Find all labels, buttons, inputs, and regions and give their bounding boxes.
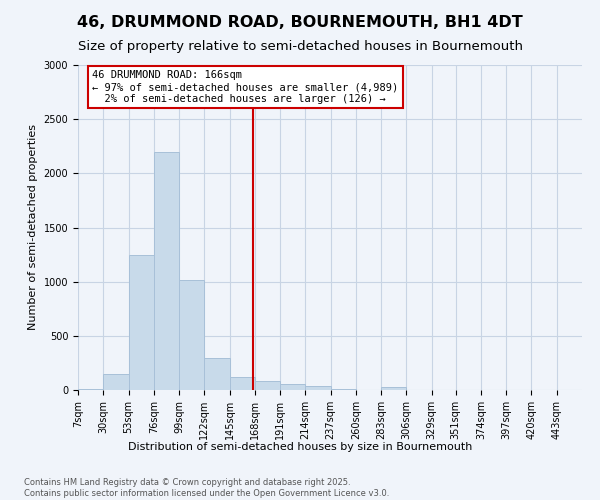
Bar: [331, 389, 356, 390]
Bar: [381, 387, 406, 390]
Bar: [255, 382, 280, 390]
Bar: [305, 386, 331, 390]
Text: 46, DRUMMOND ROAD, BOURNEMOUTH, BH1 4DT: 46, DRUMMOND ROAD, BOURNEMOUTH, BH1 4DT: [77, 15, 523, 30]
Bar: [280, 384, 305, 390]
Text: 46 DRUMMOND ROAD: 166sqm
← 97% of semi-detached houses are smaller (4,989)
  2% : 46 DRUMMOND ROAD: 166sqm ← 97% of semi-d…: [92, 70, 398, 104]
Bar: [103, 374, 128, 390]
Text: Distribution of semi-detached houses by size in Bournemouth: Distribution of semi-detached houses by …: [128, 442, 472, 452]
Text: Size of property relative to semi-detached houses in Bournemouth: Size of property relative to semi-detach…: [77, 40, 523, 53]
Bar: [154, 152, 179, 390]
Text: Contains HM Land Registry data © Crown copyright and database right 2025.
Contai: Contains HM Land Registry data © Crown c…: [24, 478, 389, 498]
Bar: [230, 377, 255, 390]
Y-axis label: Number of semi-detached properties: Number of semi-detached properties: [28, 124, 38, 330]
Bar: [128, 254, 154, 390]
Bar: [78, 389, 103, 390]
Bar: [179, 280, 204, 390]
Bar: [204, 358, 230, 390]
